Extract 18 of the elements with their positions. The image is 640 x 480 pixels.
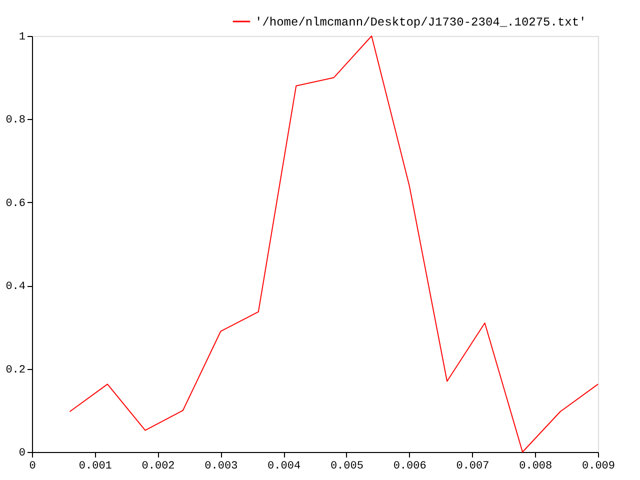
y-tick-label: 0 (18, 448, 26, 460)
line-series (69, 36, 598, 452)
x-tick-label: 0.006 (393, 460, 426, 472)
y-tick-label: 0.6 (6, 198, 26, 210)
y-tick-label: 0.8 (6, 114, 26, 127)
x-tick-label: 0.009 (582, 460, 616, 472)
y-tick-label: 1 (18, 32, 26, 44)
y-tick-label: 0.2 (6, 364, 26, 376)
x-tick-label: 0.008 (519, 460, 552, 472)
x-tick-label: 0.007 (456, 460, 490, 472)
x-tick-label: 0 (29, 460, 36, 472)
x-tick-label: 0.004 (268, 460, 301, 472)
x-tick-label: 0.005 (330, 460, 364, 472)
x-tick-label: 0.001 (78, 460, 112, 472)
y-tick-label: 0.4 (6, 281, 26, 294)
x-tick-label: 0.002 (142, 460, 175, 472)
legend-label: '/home/nlmcmann/Desktop/J1730-2304_.10275.txt' (255, 16, 586, 30)
x-tick-label: 0.003 (204, 460, 238, 472)
